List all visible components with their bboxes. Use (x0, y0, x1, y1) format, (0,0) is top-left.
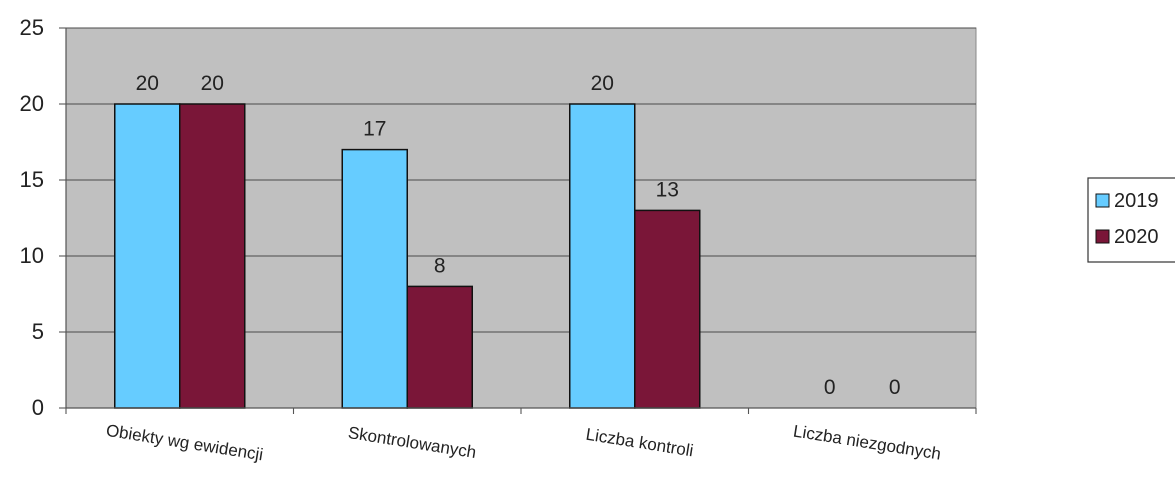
y-tick-label: 25 (20, 15, 44, 40)
bar-2019 (114, 103, 181, 409)
legend-swatch (1095, 193, 1110, 208)
data-label: 20 (136, 72, 159, 95)
legend: 2019 2020 (1087, 177, 1175, 263)
bars (114, 103, 701, 409)
category-label: Obiekty wg ewidencji (105, 421, 265, 465)
category-label: Liczba kontroli (584, 425, 694, 461)
y-axis-ticks: 0 5 10 15 20 25 (20, 15, 66, 420)
bar-2020 (406, 285, 473, 409)
data-labels: 20 20 17 8 20 13 0 0 (136, 72, 901, 399)
data-label: 20 (201, 72, 224, 95)
legend-label: 2019 (1114, 190, 1159, 212)
bar-2020 (634, 209, 701, 409)
data-label: 0 (889, 376, 901, 399)
data-label: 13 (656, 178, 679, 201)
data-label: 17 (363, 118, 386, 141)
y-tick-label: 20 (20, 91, 44, 116)
bar-2019 (569, 103, 636, 409)
legend-swatch (1095, 229, 1110, 244)
data-label: 0 (824, 376, 836, 399)
data-label: 20 (591, 72, 614, 95)
legend-box (1087, 177, 1175, 263)
y-tick-label: 15 (20, 167, 44, 192)
data-label: 8 (434, 254, 446, 277)
y-tick-label: 10 (20, 243, 44, 268)
legend-label: 2020 (1114, 226, 1159, 248)
x-axis-ticks (65, 408, 977, 414)
y-tick-label: 0 (32, 395, 44, 420)
bar-2020 (179, 103, 246, 409)
category-label: Liczba niezgodnych (792, 422, 942, 464)
category-labels: Obiekty wg ewidencji Skontrolowanych Liczb… (105, 421, 943, 465)
y-tick-label: 5 (32, 319, 44, 344)
bar-2019 (341, 148, 408, 409)
category-label: Skontrolowanych (347, 423, 478, 462)
